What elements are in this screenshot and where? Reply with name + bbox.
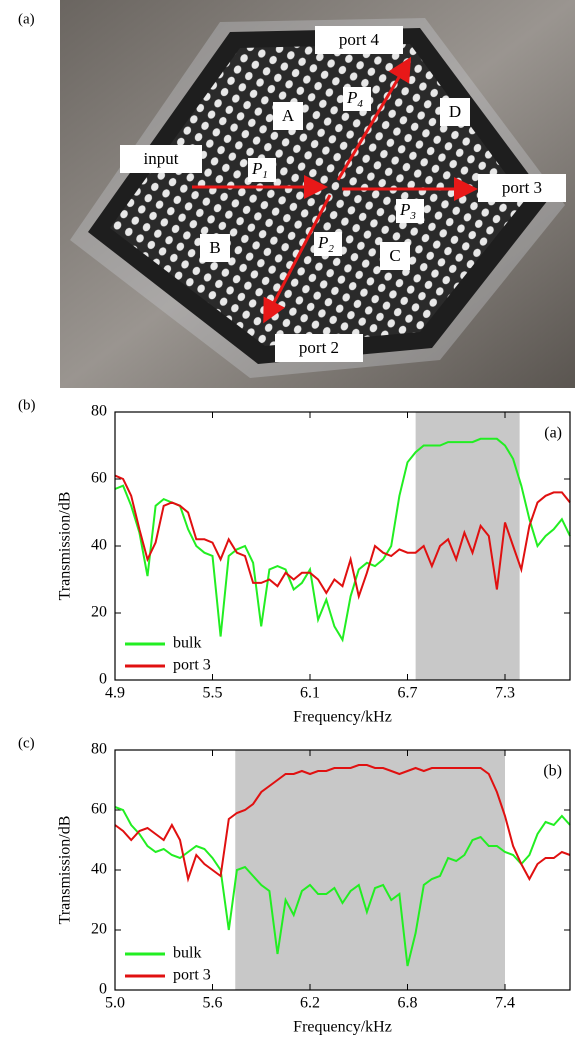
x-tick-label: 5.0 (105, 995, 125, 1012)
y-tick-label: 0 (99, 671, 107, 688)
inner-label: (b) (543, 763, 562, 780)
x-tick-label: 5.6 (203, 995, 223, 1012)
photo: input port 4 port 3 port 2 A D B C P1 P2… (60, 0, 575, 388)
photo-label: input (144, 149, 179, 168)
inner-label: (a) (544, 425, 562, 442)
x-tick-label: 5.5 (203, 685, 223, 702)
y-tick-label: 20 (91, 921, 107, 938)
x-tick-label: 7.3 (495, 685, 515, 702)
x-axis-label: Frequency/kHz (293, 1019, 392, 1036)
y-tick-label: 40 (91, 861, 107, 878)
shaded-region (415, 412, 520, 680)
legend-label: bulk (173, 945, 201, 962)
panel-label: (b) (18, 397, 36, 413)
data-line (114, 474, 571, 600)
photo-label: port 3 (502, 178, 542, 197)
y-tick-label: 0 (99, 981, 107, 998)
data-line (114, 437, 571, 643)
shaded-region (235, 750, 505, 990)
photo-label: P1 (251, 159, 268, 181)
photo-label: port 2 (299, 338, 339, 357)
panel-label: (c) (18, 735, 35, 751)
photo-label: C (389, 246, 400, 265)
legend-label: port 3 (173, 967, 211, 984)
x-axis-label: Frequency/kHz (293, 709, 392, 726)
photo-label: port 4 (339, 30, 380, 49)
y-tick-label: 60 (91, 801, 107, 818)
y-tick-label: 20 (91, 604, 107, 621)
x-tick-label: 6.2 (300, 995, 320, 1012)
legend-label: port 3 (173, 657, 211, 674)
data-line (114, 764, 571, 883)
photo-label: P3 (399, 200, 416, 222)
data-line (114, 806, 571, 967)
y-tick-label: 80 (91, 403, 107, 420)
panel-label: (a) (18, 11, 35, 27)
x-tick-label: 4.9 (105, 685, 125, 702)
photo-label: P2 (317, 233, 334, 255)
legend-label: bulk (173, 635, 201, 652)
x-tick-label: 6.7 (398, 685, 418, 702)
x-tick-label: 7.4 (495, 995, 515, 1012)
photo-label: A (282, 106, 295, 125)
plot-frame (114, 411, 571, 681)
y-axis-label: Transmission/dB (57, 816, 74, 925)
photo-label: D (449, 102, 461, 121)
y-axis-label: Transmission/dB (57, 492, 74, 601)
photo-label: B (209, 238, 220, 257)
y-tick-label: 80 (91, 741, 107, 758)
photo-label: P4 (346, 88, 363, 110)
y-tick-label: 40 (91, 537, 107, 554)
plot-frame (114, 749, 571, 991)
x-tick-label: 6.1 (300, 685, 320, 702)
y-tick-label: 60 (91, 470, 107, 487)
x-tick-label: 6.8 (398, 995, 418, 1012)
